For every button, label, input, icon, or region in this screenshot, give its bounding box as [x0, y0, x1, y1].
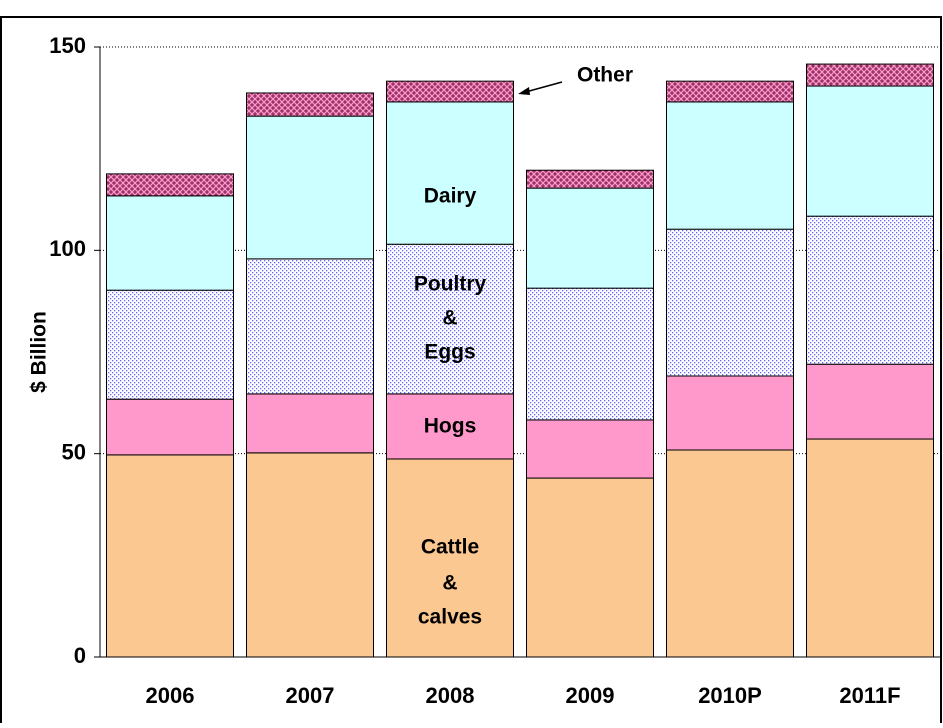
bar-segment: [806, 63, 934, 87]
y-tick-label: 150: [49, 33, 86, 58]
series-label: Poultry: [414, 273, 487, 296]
bar-segment: [526, 287, 654, 421]
bar-segment: [246, 115, 374, 260]
bar-segment: [246, 258, 374, 395]
series-label: Cattle: [421, 536, 479, 559]
bar-segment: [106, 195, 234, 291]
series-label: &: [442, 572, 457, 595]
series-label: &: [442, 307, 457, 330]
bar-segment: [526, 477, 654, 658]
bar-segment: [806, 85, 934, 217]
bar-segment: [526, 169, 654, 189]
series-label: Hogs: [424, 415, 477, 438]
bar-segment: [386, 80, 514, 103]
y-tick-label: 50: [62, 439, 86, 464]
bar-segment: [666, 375, 794, 451]
bar-segment: [526, 187, 654, 289]
y-axis-label: $ Billion: [28, 311, 51, 393]
bar-segment: [386, 101, 514, 245]
series-label: Dairy: [424, 185, 477, 208]
x-tick-label: 2007: [286, 683, 335, 708]
series-label: calves: [418, 606, 482, 629]
bar-segment: [666, 80, 794, 103]
bar-segment: [526, 419, 654, 479]
series-label: Eggs: [424, 341, 475, 364]
bar-segment: [106, 454, 234, 658]
bar-segment: [806, 438, 934, 658]
bar-segment: [106, 289, 234, 400]
bar-segment: [386, 243, 514, 395]
x-tick-label: 2011F: [839, 683, 900, 708]
series-label: Other: [577, 64, 633, 87]
bar-segment: [666, 449, 794, 658]
y-tick-label: 100: [49, 236, 86, 261]
x-tick-label: 2010P: [698, 683, 762, 708]
x-tick-label: 2006: [146, 683, 195, 708]
y-tick-label: 0: [74, 643, 86, 668]
bar-segment: [806, 215, 934, 365]
bar-segment: [666, 228, 794, 377]
bar-segment: [106, 173, 234, 197]
bar-segment: [106, 398, 234, 456]
x-tick-label: 2009: [566, 683, 615, 708]
bar-segment: [246, 393, 374, 454]
bar-segment: [386, 393, 514, 460]
bar-segment: [666, 101, 794, 230]
annotation-arrowhead: [518, 87, 530, 95]
bar-segment: [246, 92, 374, 117]
bar-segment: [246, 452, 374, 658]
x-tick-label: 2008: [426, 683, 475, 708]
bar-segment: [806, 363, 934, 440]
